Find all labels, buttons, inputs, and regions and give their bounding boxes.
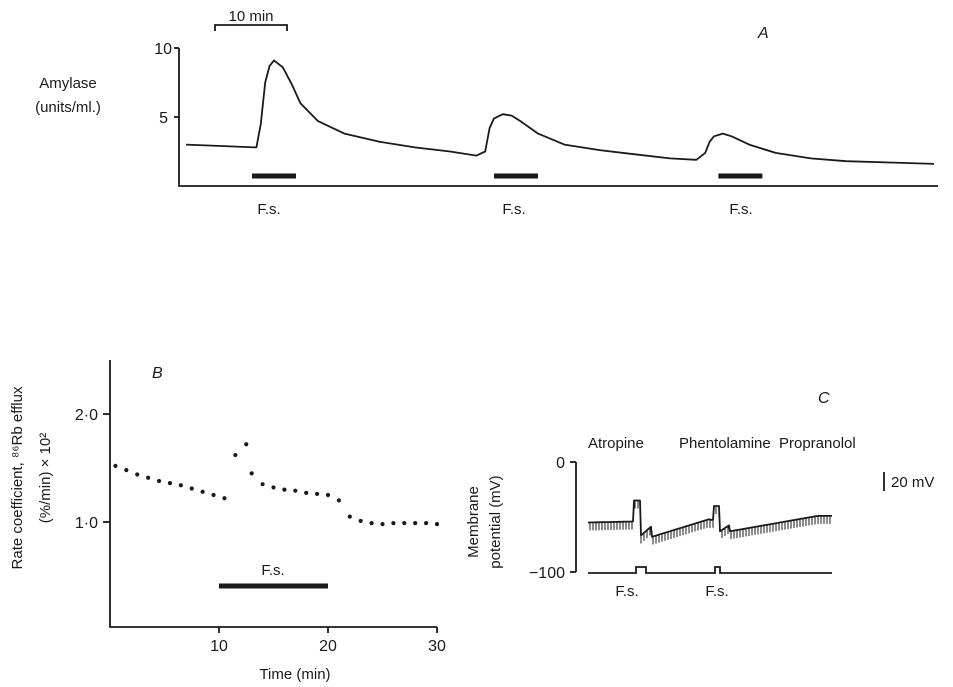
panel-a-ylabel-line2: (units/ml.) (35, 99, 101, 116)
panel-c-stimulus-label-1: F.s. (615, 583, 638, 600)
panel-b-point (271, 485, 276, 490)
panel-a-stimulus-label-2: F.s. (502, 201, 525, 218)
panel-b-point (200, 489, 205, 494)
panel-b-point (249, 471, 254, 476)
panel-c-scale-bar-label: 20 mV (891, 474, 934, 491)
panel-c-drug-atropine: Atropine (588, 435, 644, 452)
panel-b-ytick-label-1: 1·0 (75, 515, 98, 532)
panel-b-point (189, 486, 194, 491)
panel-c-letter: C (818, 390, 830, 407)
panel-b-ylabel-line1: Rate coefficient, ⁸⁶Rb efflux (9, 386, 26, 569)
panel-b-xtick-label-20: 20 (319, 638, 337, 655)
panel-b-point (260, 482, 265, 487)
panel-b-point (124, 468, 129, 473)
panel-b-point (146, 475, 151, 480)
panel-b-point (167, 481, 173, 486)
panel-b-point (358, 518, 363, 524)
panel-b-point (211, 492, 216, 498)
panel-a-axes (178, 48, 938, 187)
panel-a-stimulus-label-1: F.s. (257, 201, 280, 218)
panel-c-scale-bar: 20 mV (883, 472, 934, 491)
panel-b-point (135, 472, 140, 477)
panel-b-xtick-label-10: 10 (210, 638, 228, 655)
panel-c-membrane-trace (588, 499, 832, 545)
panel-b-point (244, 442, 249, 447)
panel-c-ytick-label-minus100: −100 (529, 565, 565, 582)
panel-b-point (304, 490, 309, 495)
panel-a-ytick-label-5: 5 (159, 110, 168, 127)
panel-a-ylabel-line1: Amylase (39, 75, 97, 92)
panel-a-letter: A (757, 25, 769, 42)
panel-b-point (233, 452, 238, 458)
panel-a-scale-bar: 10 min (214, 8, 288, 31)
panel-c-drug-phentolamine: Phentolamine (679, 435, 771, 452)
panel-b-points (113, 442, 440, 527)
panel-b-point (156, 478, 162, 484)
panel-b-ylabel-line2: (%/min) × 10² (37, 433, 54, 523)
panel-b-point (402, 520, 407, 526)
panel-c-ytick-label-0: 0 (556, 455, 565, 472)
panel-b-point (178, 483, 183, 488)
panel-b-xtick-label-30: 30 (428, 638, 446, 655)
panel-a: A 10 min Amylase (units/ml.) 5 10 (35, 8, 938, 187)
panel-b-point (113, 463, 118, 468)
panel-b-point (369, 520, 374, 526)
panel-b-point (391, 520, 396, 526)
panel-c-stimulus-marker-line (588, 566, 832, 574)
panel-b-point (413, 520, 418, 526)
panel-a-amylase-trace (185, 59, 935, 165)
panel-c-trace-line (588, 499, 832, 538)
panel-b-point (424, 520, 429, 526)
panel-b-point (434, 522, 440, 527)
panel-b-point (347, 514, 352, 519)
panel-b-point (380, 522, 385, 527)
panel-b-letter: B (152, 365, 163, 382)
panel-b: B Rate coefficient, ⁸⁶Rb efflux (%/min) … (9, 360, 446, 683)
panel-b-point (222, 496, 227, 501)
panel-a-stimulus-label-3: F.s. (729, 201, 752, 218)
panel-c: C Atropine Phentolamine Propranolol 20 m… (465, 390, 934, 600)
panel-b-point (336, 498, 341, 503)
panel-a-scale-bar-line (214, 24, 288, 31)
panel-b-point (315, 491, 320, 497)
panel-a-scale-bar-label: 10 min (228, 8, 273, 25)
panel-c-ylabel-line1: Membrane (465, 486, 482, 558)
panel-b-point (282, 487, 287, 492)
panel-b-xlabel: Time (min) (259, 666, 330, 683)
panel-b-point (325, 492, 331, 498)
panel-c-drug-propranolol: Propranolol (779, 435, 856, 452)
panel-b-point (293, 488, 298, 493)
panel-b-stimulus-label: F.s. (261, 562, 284, 579)
panel-c-stimulus-label-2: F.s. (705, 583, 728, 600)
panel-a-ytick-label-10: 10 (154, 41, 172, 58)
panel-c-ylabel-line2: potential (mV) (487, 475, 504, 568)
panel-b-ytick-label-2: 2·0 (75, 407, 98, 424)
